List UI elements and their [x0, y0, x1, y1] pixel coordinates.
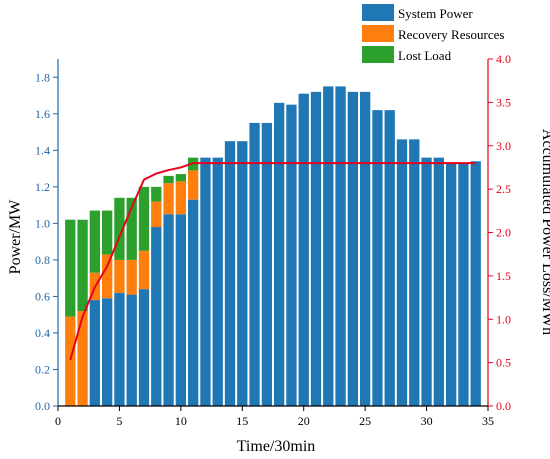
y-tick-label-right: 3.5	[496, 95, 511, 109]
bar-system-power-32	[445, 163, 457, 406]
legend-swatch-recovery-resources	[362, 25, 394, 42]
bar-system-power-26	[372, 110, 383, 406]
bar-lost-load-5	[114, 197, 125, 260]
x-tick-label: 10	[175, 414, 187, 428]
bar-system-power-7	[138, 289, 150, 406]
y-tick-label-right: 0.0	[496, 399, 511, 413]
bar-recovery-resources-8	[151, 201, 162, 228]
legend-swatch-system-power	[362, 4, 394, 21]
ticks-group: 0 5 10 15 20 25 30 350.00.20.40.60.81.01.21.41.…	[35, 52, 511, 428]
bar-system-power-24	[347, 91, 359, 406]
bar-system-power-19	[286, 104, 297, 406]
bar-lost-load-6	[126, 197, 137, 260]
bar-system-power-20	[298, 93, 309, 406]
legend-label-system-power: System Power	[398, 6, 473, 21]
accumulated-loss-line	[69, 162, 476, 361]
x-tick-label: 15	[236, 414, 248, 428]
bar-system-power-33	[458, 163, 469, 406]
bar-system-power-23	[335, 86, 346, 406]
bar-system-power-25	[359, 91, 371, 406]
bar-system-power-31	[433, 157, 445, 406]
bar-recovery-resources-7	[138, 250, 150, 290]
x-tick-label: 35	[482, 414, 494, 428]
x-tick-label: 25	[359, 414, 371, 428]
bar-lost-load-7	[138, 186, 150, 251]
y-tick-label-left: 1.0	[35, 216, 50, 230]
y-tick-label-left: 1.8	[35, 70, 50, 84]
bar-lost-load-2	[77, 219, 88, 312]
x-tick-label: 0	[55, 414, 61, 428]
bar-recovery-resources-2	[77, 311, 88, 406]
x-tick-label: 30	[421, 414, 433, 428]
bar-system-power-9	[163, 214, 174, 406]
bar-system-power-8	[151, 227, 162, 406]
bars-group	[65, 86, 481, 407]
y-tick-label-right: 1.0	[496, 312, 511, 326]
y-tick-label-right: 2.0	[496, 226, 511, 240]
bar-lost-load-9	[163, 175, 174, 184]
x-tick-label: 5	[116, 414, 122, 428]
bar-recovery-resources-5	[114, 259, 125, 293]
bar-lost-load-10	[175, 174, 187, 182]
bar-recovery-resources-11	[187, 170, 199, 200]
legend-label-lost-load: Lost Load	[398, 48, 452, 63]
bar-system-power-17	[261, 122, 273, 406]
bar-lost-load-4	[101, 210, 113, 255]
y-axis-label-left: Power/MW	[7, 199, 24, 275]
y-tick-label-left: 0.4	[35, 326, 50, 340]
y-tick-label-right: 2.5	[496, 182, 511, 196]
bar-system-power-13	[212, 157, 223, 406]
bar-system-power-27	[384, 110, 395, 406]
bar-recovery-resources-4	[101, 254, 113, 299]
bar-system-power-10	[175, 214, 187, 406]
y-tick-label-left: 1.2	[35, 180, 50, 194]
y-tick-label-left: 1.6	[35, 107, 50, 121]
y-tick-label-left: 0.6	[35, 289, 50, 303]
legend-swatch-lost-load	[362, 46, 394, 63]
bar-recovery-resources-1	[65, 316, 76, 406]
y-tick-label-left: 1.4	[35, 143, 50, 157]
bar-system-power-21	[310, 91, 322, 406]
y-tick-label-left: 0.2	[35, 362, 50, 376]
y-tick-label-right: 1.5	[496, 269, 511, 283]
bar-system-power-6	[126, 294, 137, 406]
bar-recovery-resources-10	[175, 181, 187, 215]
bar-system-power-18	[273, 102, 285, 407]
legend-label-recovery-resources: Recovery Resources	[398, 27, 505, 42]
legend: System Power Recovery Resources Lost Load	[362, 4, 505, 63]
y-axis-label-right: Accumulated Power Loss/MWh	[539, 129, 550, 335]
bar-system-power-4	[101, 298, 113, 406]
y-tick-label-right: 0.5	[496, 356, 511, 370]
bar-system-power-12	[200, 157, 211, 406]
bar-lost-load-8	[151, 186, 162, 202]
bar-system-power-30	[421, 157, 432, 406]
bar-system-power-22	[323, 86, 334, 406]
bar-system-power-14	[224, 141, 236, 406]
bar-system-power-11	[187, 199, 199, 406]
y-tick-label-left: 0.8	[35, 253, 50, 267]
bar-system-power-3	[89, 300, 101, 406]
bar-system-power-5	[114, 292, 125, 406]
bar-lost-load-3	[89, 210, 101, 273]
bar-recovery-resources-9	[163, 183, 174, 215]
bar-system-power-16	[249, 122, 260, 406]
bar-system-power-29	[409, 139, 420, 406]
x-axis-label: Time/30min	[237, 438, 316, 455]
x-tick-label: 20	[298, 414, 310, 428]
bar-system-power-28	[396, 139, 408, 406]
bar-system-power-15	[237, 141, 248, 406]
bar-lost-load-1	[65, 219, 76, 317]
y-tick-label-left: 0.0	[35, 399, 50, 413]
y-tick-label-right: 4.0	[496, 52, 511, 66]
bar-system-power-34	[470, 161, 481, 406]
y-tick-label-right: 3.0	[496, 139, 511, 153]
bar-recovery-resources-6	[126, 259, 137, 295]
